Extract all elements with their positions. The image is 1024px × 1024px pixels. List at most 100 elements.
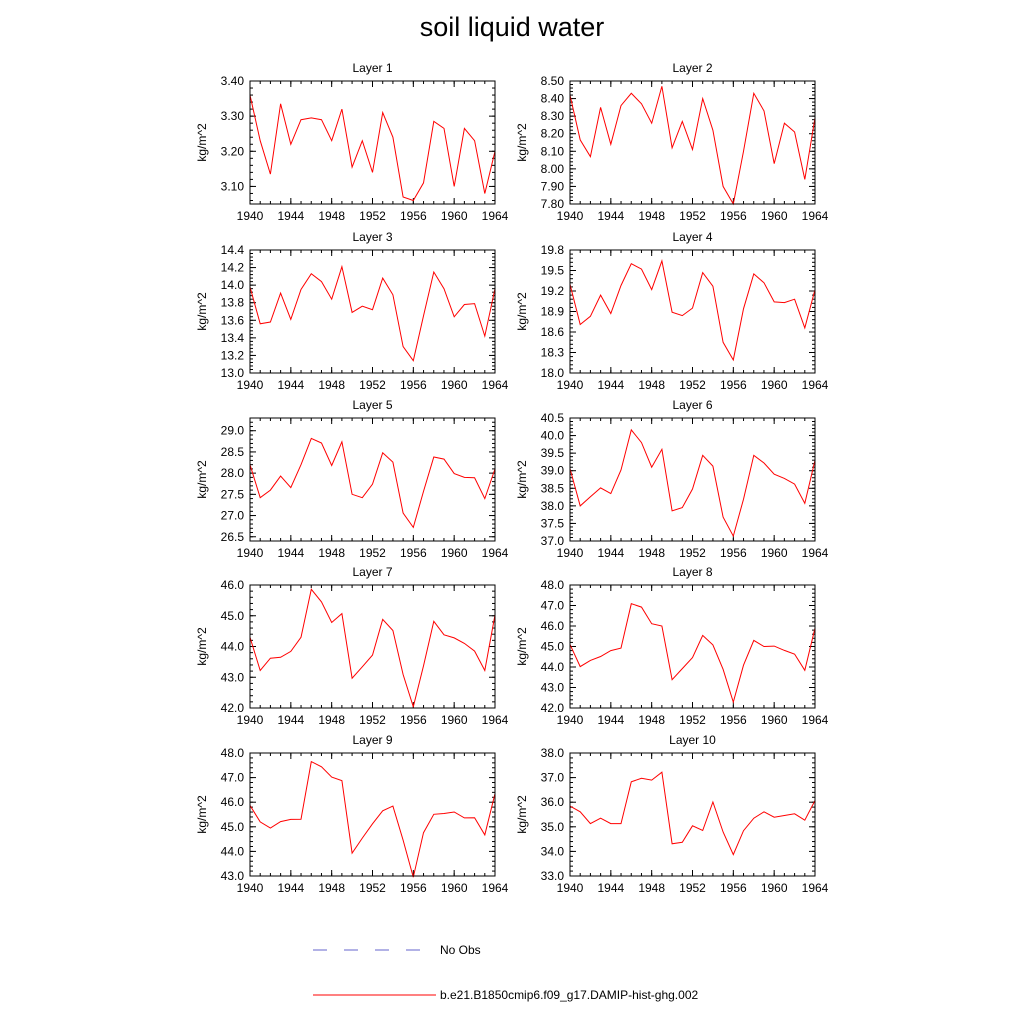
x-tick-label: 1960 [441, 546, 468, 560]
x-tick-label: 1960 [441, 713, 468, 727]
y-tick-label: 18.3 [541, 346, 565, 360]
y-axis-label: kg/m^2 [195, 627, 209, 666]
y-axis-label: kg/m^2 [515, 627, 529, 666]
x-tick-label: 1948 [638, 881, 665, 895]
page-title: soil liquid water [419, 12, 605, 42]
panel-title: Layer 9 [352, 733, 392, 747]
y-tick-label: 14.2 [221, 261, 245, 275]
y-axis-label: kg/m^2 [515, 460, 529, 499]
y-tick-label: 7.90 [541, 179, 565, 193]
y-tick-label: 3.30 [221, 109, 245, 123]
y-axis-label: kg/m^2 [195, 795, 209, 834]
x-tick-label: 1956 [400, 546, 427, 560]
y-tick-label: 28.0 [221, 466, 245, 480]
y-tick-label: 34.0 [541, 844, 565, 858]
panel-6: Layer 6 kg/m^2 1940 1944 1948 1952 1956 1960 196… [515, 398, 829, 560]
y-tick-label: 18.6 [541, 325, 565, 339]
x-tick-label: 1940 [557, 209, 584, 223]
x-tick-label: 1964 [482, 209, 509, 223]
y-tick-label: 19.5 [541, 264, 565, 278]
x-tick-label: 1956 [720, 713, 747, 727]
x-tick-label: 1952 [679, 881, 706, 895]
plot-frame [249, 80, 496, 205]
y-tick-label: 8.00 [541, 162, 565, 176]
x-tick-label: 1952 [359, 546, 386, 560]
y-tick-label: 8.20 [541, 127, 565, 141]
plot-frame [249, 417, 496, 542]
y-tick-label: 19.2 [541, 284, 565, 298]
x-tick-label: 1956 [720, 546, 747, 560]
y-tick-label: 13.0 [221, 366, 245, 380]
x-tick-label: 1956 [400, 209, 427, 223]
y-tick-label: 28.5 [221, 445, 245, 459]
x-tick-label: 1960 [441, 209, 468, 223]
x-tick-label: 1940 [557, 546, 584, 560]
panel-10: Layer 10 kg/m^2 1940 1944 1948 1952 1956 1960 19… [515, 733, 829, 895]
x-tick-label: 1964 [802, 546, 829, 560]
y-tick-label: 3.10 [221, 179, 245, 193]
x-tick-label: 1944 [597, 881, 624, 895]
x-tick-label: 1952 [359, 378, 386, 392]
y-tick-label: 36.0 [541, 795, 565, 809]
x-tick-label: 1964 [802, 209, 829, 223]
y-tick-label: 8.40 [541, 92, 565, 106]
y-tick-label: 18.0 [541, 366, 565, 380]
legend: No Obs b.e21.B1850cmip6.f09_g17.DAMIP-his… [313, 943, 698, 1002]
y-tick-label: 47.0 [221, 771, 245, 785]
x-tick-label: 1952 [679, 378, 706, 392]
x-tick-label: 1964 [482, 378, 509, 392]
x-tick-label: 1944 [597, 209, 624, 223]
x-tick-label: 1944 [597, 713, 624, 727]
y-tick-label: 13.8 [221, 296, 245, 310]
y-tick-label: 37.0 [541, 771, 565, 785]
y-axis-label: kg/m^2 [515, 292, 529, 331]
panel-title: Layer 4 [672, 230, 712, 244]
series-line [569, 259, 816, 362]
series-line [249, 264, 496, 362]
x-tick-label: 1948 [318, 378, 345, 392]
y-tick-label: 46.0 [221, 795, 245, 809]
y-tick-label: 44.0 [221, 844, 245, 858]
x-tick-label: 1948 [638, 713, 665, 727]
panel-2: Layer 2 kg/m^2 1940 1944 1948 1952 1956 1960 196… [515, 61, 829, 223]
y-tick-label: 18.9 [541, 305, 565, 319]
plot-frame [569, 417, 816, 542]
x-tick-label: 1940 [237, 378, 264, 392]
x-tick-label: 1940 [237, 209, 264, 223]
y-tick-label: 42.0 [221, 701, 245, 715]
x-tick-label: 1960 [441, 881, 468, 895]
y-tick-label: 7.80 [541, 197, 565, 211]
x-tick-label: 1956 [400, 378, 427, 392]
y-tick-label: 37.5 [541, 516, 565, 530]
x-tick-label: 1960 [761, 546, 788, 560]
y-tick-label: 19.8 [541, 243, 565, 257]
x-tick-label: 1944 [277, 209, 304, 223]
x-tick-label: 1940 [237, 713, 264, 727]
panel-title: Layer 10 [669, 733, 716, 747]
panel-8: Layer 8 kg/m^2 1940 1944 1948 1952 1956 1960 196… [515, 565, 829, 727]
panel-title: Layer 1 [352, 61, 392, 75]
plot-frame [249, 249, 496, 374]
x-tick-label: 1952 [359, 713, 386, 727]
x-tick-label: 1944 [277, 881, 304, 895]
y-tick-label: 14.4 [221, 243, 245, 257]
x-tick-label: 1944 [597, 546, 624, 560]
y-tick-label: 45.0 [541, 640, 565, 654]
x-tick-label: 1952 [359, 881, 386, 895]
y-tick-label: 35.0 [541, 820, 565, 834]
y-tick-label: 38.0 [541, 499, 565, 513]
y-axis-label: kg/m^2 [195, 460, 209, 499]
x-tick-label: 1964 [482, 713, 509, 727]
plot-frame [569, 584, 816, 709]
panel-title: Layer 2 [672, 61, 712, 75]
y-tick-label: 46.0 [221, 578, 245, 592]
plot-frame [569, 80, 816, 205]
y-axis-label: kg/m^2 [195, 123, 209, 162]
x-tick-label: 1964 [482, 881, 509, 895]
y-tick-label: 44.0 [221, 640, 245, 654]
x-tick-label: 1948 [318, 881, 345, 895]
y-tick-label: 3.40 [221, 74, 245, 88]
x-tick-label: 1952 [679, 209, 706, 223]
x-tick-label: 1948 [318, 209, 345, 223]
x-tick-label: 1956 [400, 713, 427, 727]
